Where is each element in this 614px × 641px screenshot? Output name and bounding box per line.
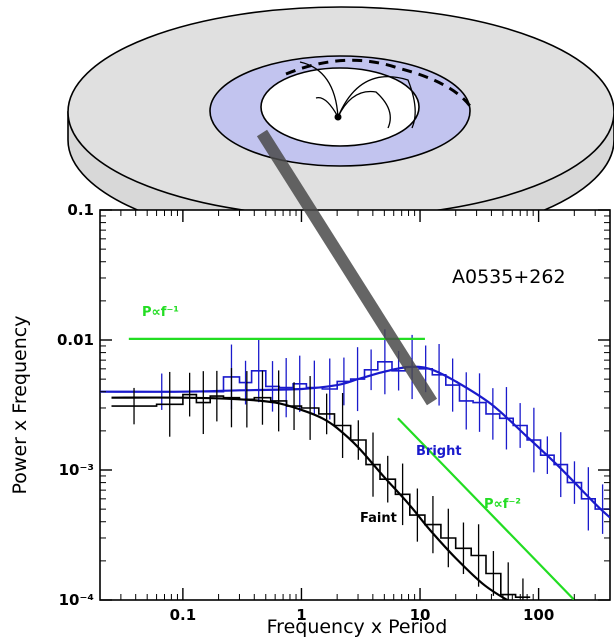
series-1-error-bars: [133, 368, 524, 600]
y-axis-title: Power x Frequency: [9, 316, 31, 495]
disk-hole: [260, 67, 420, 147]
connector-bar: [256, 129, 438, 406]
axis-ticks: 0.1 1 10 100 10⁻⁴ 10⁻³ 0.01 0.1: [57, 201, 610, 624]
series-label-3: P∝f⁻²: [484, 497, 521, 512]
x-axis-title: Frequency x Period: [267, 616, 448, 638]
x-tick-label: 0.1: [170, 606, 197, 624]
y-tick-label: 0.1: [67, 201, 94, 219]
x-tick-label: 100: [523, 606, 554, 624]
y-tick-label: 10⁻⁴: [59, 591, 94, 609]
neutron-star: [334, 113, 342, 121]
series-1-model-curve: [111, 396, 510, 600]
x-tick-label: 1: [296, 606, 306, 624]
series-label-0: Bright: [416, 444, 462, 459]
field-line-2: [337, 76, 416, 129]
series-label-1: Faint: [360, 511, 397, 526]
y-tick-label: 10⁻³: [59, 461, 94, 479]
series-3-power-law-line: [397, 417, 576, 600]
source-name-label: A0535+262: [452, 266, 566, 288]
x-tick-label: 10: [410, 606, 431, 624]
field-line-4: [315, 96, 339, 118]
series-label-2: P∝f⁻¹: [142, 305, 179, 320]
y-tick-label: 0.01: [57, 331, 94, 349]
plot-area: 0.1 1 10 100 10⁻⁴ 10⁻³ 0.01 0.1 Bright Faint P∝f⁻¹…: [57, 201, 610, 624]
magnetosphere-dashed: [285, 58, 472, 107]
field-line-1: [299, 61, 339, 118]
field-line-3: [337, 90, 391, 129]
